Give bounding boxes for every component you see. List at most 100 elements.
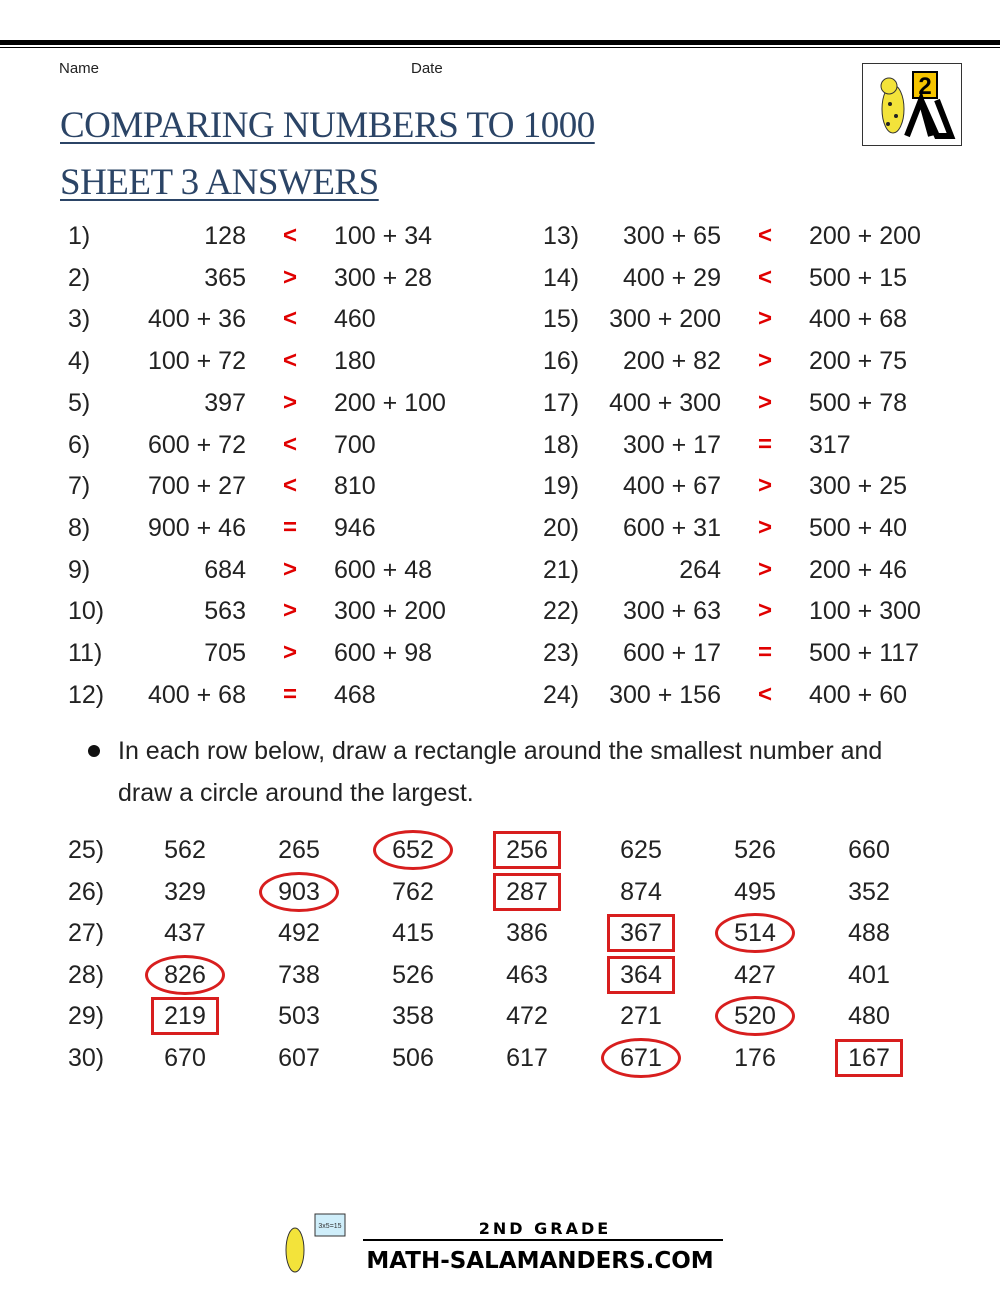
problem-number: 8) [68,513,91,542]
number-cell: 358 [392,1002,434,1031]
comparison-symbol: = [757,430,772,458]
problem-number: 9) [68,555,91,584]
page-subtitle: SHEET 3 ANSWERS [60,162,379,203]
number-cell: 367 [620,919,662,948]
left-expression: 600 + 72 [147,430,246,459]
comparison-symbol: < [282,222,297,249]
number-cell: 670 [164,1044,206,1072]
comparison-symbol: > [757,555,772,583]
largest-circle-mark [373,830,453,870]
math-salamanders-logo: 2 [862,63,962,146]
comparison-symbol: < [282,305,297,333]
left-expression: 700 + 27 [147,472,246,501]
problem-number: 14) [543,263,580,292]
comparison-symbol: < [282,430,297,458]
problem-number: 1) [68,222,91,250]
comparison-symbol: > [282,597,297,625]
number-cell: 386 [506,919,548,948]
smallest-rectangle-mark [493,831,561,869]
left-expression: 100 + 72 [147,347,246,376]
problem-number: 7) [68,472,91,501]
left-expression: 400 + 300 [609,388,721,417]
smallest-rectangle-mark [835,1039,903,1077]
left-expression: 900 + 46 [147,513,246,542]
number-cell: 415 [392,919,434,948]
number-cell: 219 [164,1002,206,1031]
left-expression: 563 [204,597,246,626]
number-cell: 437 [164,919,206,948]
right-expression: 500 + 15 [809,263,908,292]
number-cell: 503 [278,1002,320,1031]
right-expression: 500 + 78 [809,388,908,417]
left-expression: 300 + 156 [609,680,721,709]
top-rule [0,40,1000,45]
left-expression: 400 + 67 [622,472,721,501]
right-expression: 946 [334,513,376,542]
problem-number: 21) [543,555,580,584]
name-label: Name [59,60,100,77]
left-expression: 400 + 68 [147,680,246,709]
page-title: COMPARING NUMBERS TO 1000 [60,105,595,146]
comparison-symbol: < [757,680,772,708]
smallest-rectangle-mark [151,997,219,1036]
comparison-symbol: > [757,305,772,333]
number-cell: 506 [392,1044,434,1072]
right-expression: 600 + 48 [334,555,433,584]
comparison-symbol: < [757,263,772,291]
left-expression: 128 [204,222,246,250]
right-expression: 300 + 200 [334,597,446,626]
number-cell: 874 [620,877,662,906]
number-cell: 660 [848,836,890,864]
comparison-symbol: > [757,347,772,375]
largest-circle-mark [601,1038,681,1078]
comparison-symbol: < [757,222,772,249]
left-expression: 300 + 17 [622,430,721,459]
right-expression: 400 + 68 [809,305,908,334]
left-expression: 397 [204,388,246,417]
problem-number: 27) [68,919,105,948]
largest-circle-mark [259,871,339,912]
problem-number: 4) [68,347,91,376]
left-expression: 600 + 31 [622,513,721,542]
comparison-symbol: = [282,513,297,541]
problem-number: 24) [543,680,580,709]
right-expression: 300 + 25 [809,472,908,501]
problem-number: 11) [68,639,103,667]
number-cell: 463 [506,960,548,989]
number-cell: 287 [506,877,548,906]
number-cell: 526 [734,836,776,864]
problem-number: 12) [68,680,105,709]
number-cell: 526 [392,960,434,989]
comparison-symbol: < [282,472,297,500]
problem-number: 22) [543,597,580,626]
right-expression: 600 + 98 [334,639,433,667]
left-expression: 300 + 65 [622,222,721,250]
right-expression: 500 + 117 [809,639,920,667]
number-cell: 492 [278,919,320,948]
right-expression: 200 + 75 [809,347,908,376]
problem-number: 26) [68,877,105,906]
number-cell: 480 [848,1002,890,1031]
comparison-symbol: > [282,388,297,416]
problem-number: 29) [68,1002,105,1031]
right-expression: 200 + 100 [334,388,446,417]
right-expression: 200 + 46 [809,555,908,584]
number-cell: 256 [506,836,548,864]
problem-number: 3) [68,305,91,334]
right-expression: 100 + 300 [809,597,921,626]
comparison-symbol: > [757,472,772,500]
left-expression: 400 + 36 [147,305,246,334]
number-cell: 738 [278,960,320,989]
smallest-rectangle-mark [493,872,561,911]
problem-number: 16) [543,347,580,376]
comparison-symbol: = [282,680,297,708]
number-cell: 352 [848,877,890,906]
number-cell: 265 [278,836,320,864]
left-expression: 600 + 17 [622,639,721,667]
largest-circle-mark [145,954,225,995]
top-rule-thin [0,47,1000,48]
right-expression: 500 + 40 [809,513,908,542]
largest-circle-mark [715,996,795,1037]
number-cell: 607 [278,1044,320,1072]
number-cell: 427 [734,960,776,989]
